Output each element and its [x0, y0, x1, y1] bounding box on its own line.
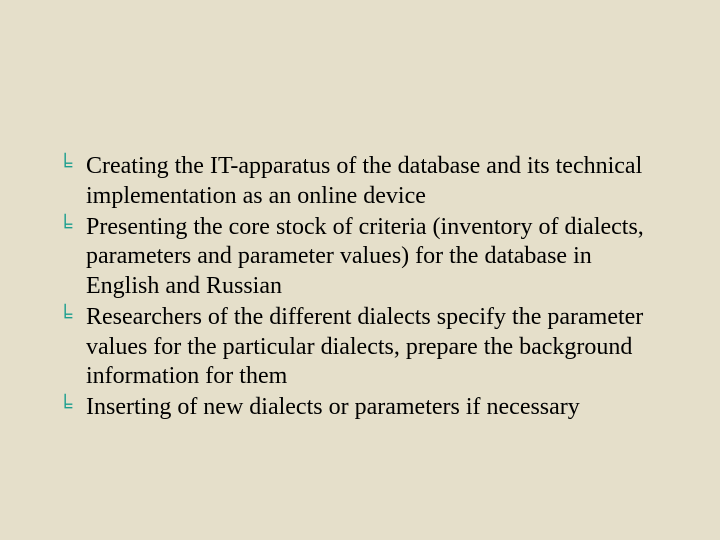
slide: ╘ Creating the IT-apparatus of the datab…	[0, 0, 720, 540]
list-item: ╘ Creating the IT-apparatus of the datab…	[58, 152, 670, 212]
list-item: ╘ Presenting the core stock of criteria …	[58, 213, 670, 302]
bullet-icon: ╘	[58, 306, 82, 326]
list-item-text: Creating the IT-apparatus of the databas…	[86, 153, 642, 209]
list-item-text: Presenting the core stock of criteria (i…	[86, 214, 644, 300]
list-item: ╘ Researchers of the different dialects …	[58, 303, 670, 392]
bullet-list: ╘ Creating the IT-apparatus of the datab…	[58, 152, 670, 423]
bullet-icon: ╘	[58, 396, 82, 416]
bullet-icon: ╘	[58, 216, 82, 236]
list-item-text: Researchers of the different dialects sp…	[86, 304, 643, 390]
list-item-text: Inserting of new dialects or parameters …	[86, 394, 580, 420]
list-item: ╘ Inserting of new dialects or parameter…	[58, 393, 670, 423]
bullet-icon: ╘	[58, 155, 82, 175]
